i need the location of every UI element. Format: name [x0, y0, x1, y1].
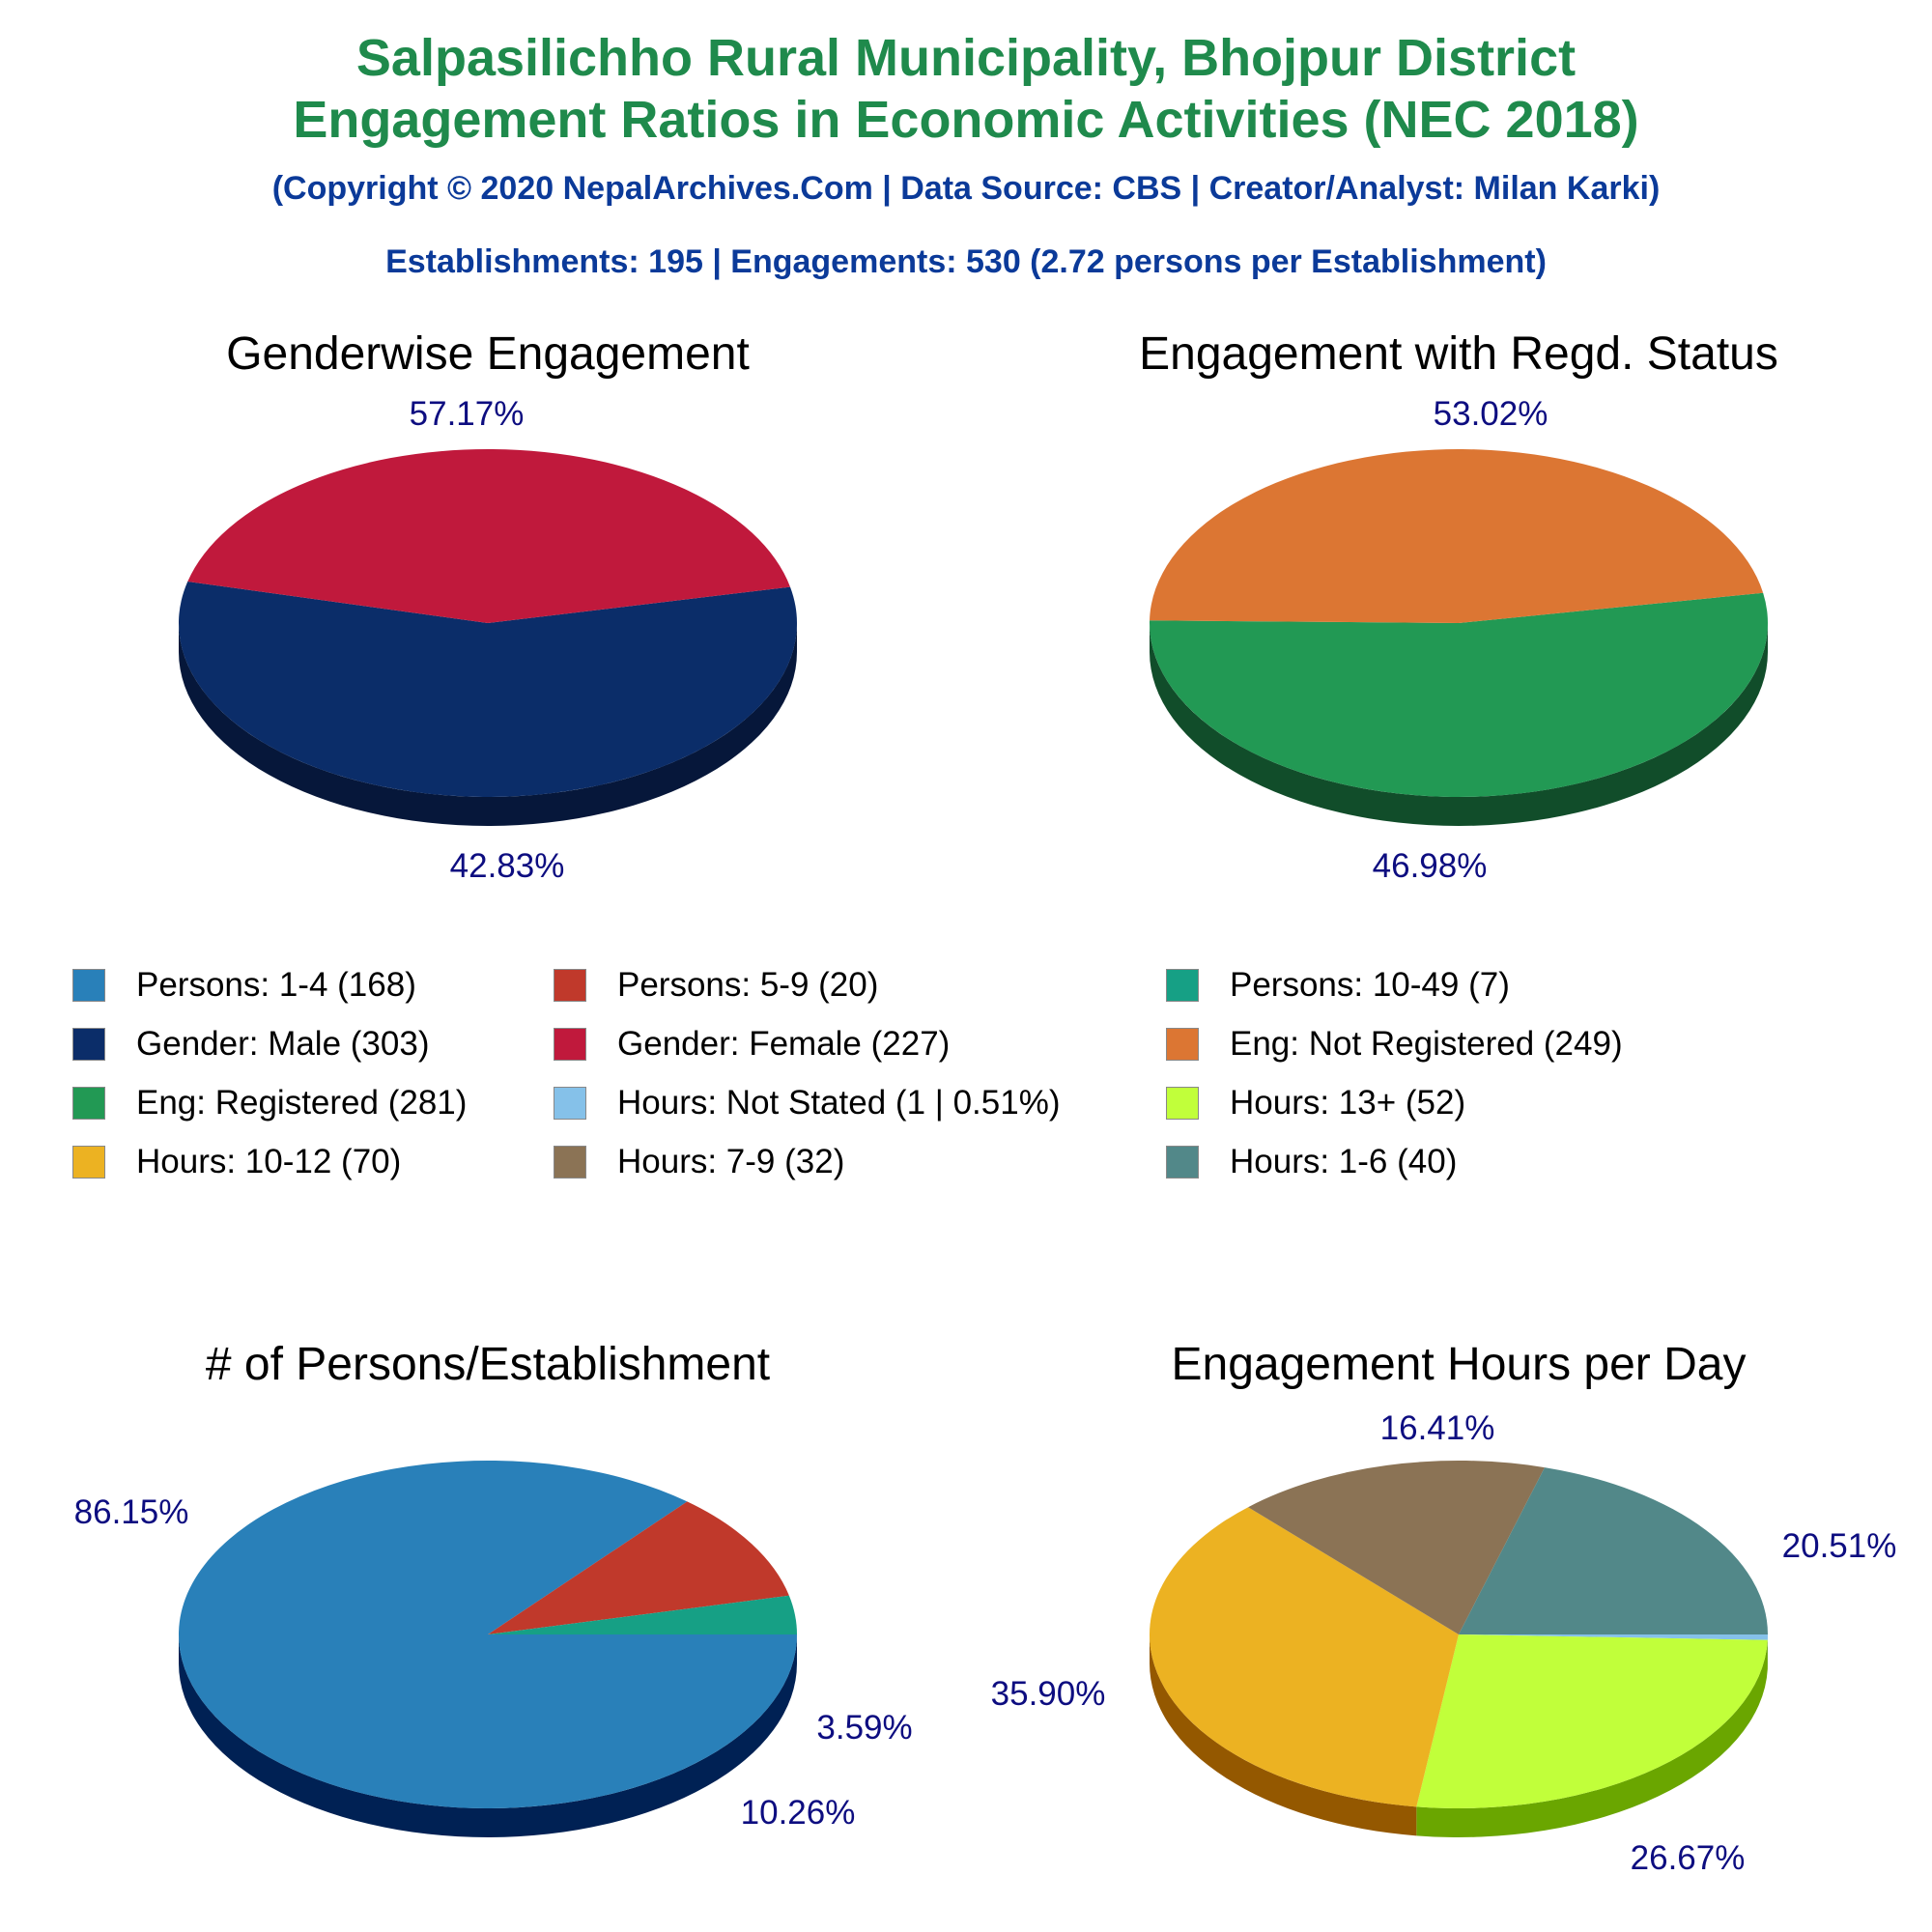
slice-percent-label: 86.15%: [74, 1493, 189, 1531]
legend-item: Hours: 1-6 (40): [1166, 1141, 1457, 1183]
legend-label: Hours: 7-9 (32): [617, 1143, 845, 1180]
pie-slice-side: [1150, 623, 1768, 826]
pie-slice: [1459, 1634, 1768, 1640]
legend-item: Persons: 1-4 (168): [72, 964, 416, 1007]
chart-title: Engagement Hours per Day: [1172, 1339, 1747, 1390]
pie-slice: [1150, 1507, 1459, 1807]
legend-label: Eng: Not Registered (249): [1230, 1025, 1623, 1063]
legend-label: Persons: 5-9 (20): [617, 966, 879, 1004]
pie-chart: # of Persons/Establishment 86.15% 10.26% 3.…: [74, 1339, 913, 1837]
slice-percent-label: 46.98%: [1373, 847, 1488, 885]
legend-swatch: [554, 969, 586, 1002]
slice-percent-label: 42.83%: [450, 847, 565, 885]
pie-chart: Engagement with Regd. Status 53.02% 46.98%: [1139, 328, 1778, 885]
legend-swatch: [554, 1087, 586, 1120]
legend-item: Hours: 10-12 (70): [72, 1141, 401, 1183]
summary-line: Establishments: 195 | Engagements: 530 (…: [385, 243, 1547, 280]
pie-slice: [1149, 592, 1768, 798]
legend-label: Gender: Male (303): [136, 1025, 430, 1063]
legend-swatch: [72, 1146, 105, 1179]
legend-label: Hours: 13+ (52): [1230, 1084, 1466, 1122]
legend-swatch: [72, 969, 105, 1002]
legend-swatch: [554, 1146, 586, 1179]
pie-slice: [1416, 1634, 1768, 1808]
pie-slice-side: [1416, 1639, 1768, 1837]
pie-slice: [488, 1595, 797, 1634]
slice-percent-label: 16.41%: [1380, 1409, 1495, 1447]
legend-label: Eng: Registered (281): [136, 1084, 468, 1122]
pie-chart: Genderwise Engagement 57.17% 42.83%: [178, 328, 797, 885]
legend-label: Persons: 1-4 (168): [136, 966, 416, 1004]
pie-slice-side: [179, 1634, 797, 1837]
slice-percent-label: 10.26%: [741, 1794, 856, 1832]
slice-percent-label: 57.17%: [410, 395, 525, 433]
legend-label: Hours: Not Stated (1 | 0.51%): [617, 1084, 1061, 1122]
slice-percent-label: 35.90%: [991, 1675, 1106, 1713]
pie-slice: [1150, 449, 1764, 623]
legend-item: Persons: 10-49 (7): [1166, 964, 1510, 1007]
legend-swatch: [72, 1028, 105, 1061]
legend-item: Gender: Female (227): [554, 1023, 950, 1065]
copyright-line: (Copyright © 2020 NepalArchives.Com | Da…: [271, 170, 1661, 207]
legend-item: Eng: Registered (281): [72, 1082, 467, 1124]
slice-percent-label: 26.67%: [1631, 1839, 1746, 1877]
legend-swatch: [1166, 1028, 1199, 1061]
pie-slice: [1459, 1467, 1768, 1634]
legend-swatch: [72, 1087, 105, 1120]
pie-slice: [488, 1501, 789, 1634]
legend-label: Hours: 1-6 (40): [1230, 1143, 1458, 1180]
legend-item: Hours: Not Stated (1 | 0.51%): [554, 1082, 1060, 1124]
legend-swatch: [1166, 969, 1199, 1002]
chart-title: Engagement with Regd. Status: [1139, 328, 1778, 380]
slice-percent-label: 3.59%: [816, 1709, 912, 1747]
legend-swatch: [1166, 1146, 1199, 1179]
slice-percent-label: 20.51%: [1782, 1527, 1897, 1565]
legend-label: Hours: 10-12 (70): [136, 1143, 402, 1180]
pie-slice: [178, 582, 797, 798]
main-title: Salpasilichho Rural Municipality, Bhojpu…: [355, 29, 1577, 87]
pie-slice: [178, 1461, 797, 1809]
legend-swatch: [554, 1028, 586, 1061]
chart-title: # of Persons/Establishment: [206, 1339, 770, 1390]
legend-label: Gender: Female (227): [617, 1025, 951, 1063]
chart-title: Genderwise Engagement: [226, 328, 750, 380]
pie-chart: Engagement Hours per Day 26.67% 35.90% 16.4…: [991, 1339, 1897, 1877]
legend-swatch: [1166, 1087, 1199, 1120]
pie-slice-side: [179, 623, 797, 826]
legend-item: Hours: 7-9 (32): [554, 1141, 844, 1183]
legend-label: Persons: 10-49 (7): [1230, 966, 1510, 1004]
legend-item: Hours: 13+ (52): [1166, 1082, 1465, 1124]
pie-slice: [1248, 1461, 1546, 1634]
legend-item: Eng: Not Registered (249): [1166, 1023, 1623, 1065]
pie-slice: [187, 449, 791, 623]
legend-item: Persons: 5-9 (20): [554, 964, 878, 1007]
pie-slice-side: [1150, 1634, 1417, 1836]
main-subtitle: Engagement Ratios in Economic Activities…: [293, 91, 1639, 149]
slice-percent-label: 53.02%: [1434, 395, 1548, 433]
legend-item: Gender: Male (303): [72, 1023, 429, 1065]
